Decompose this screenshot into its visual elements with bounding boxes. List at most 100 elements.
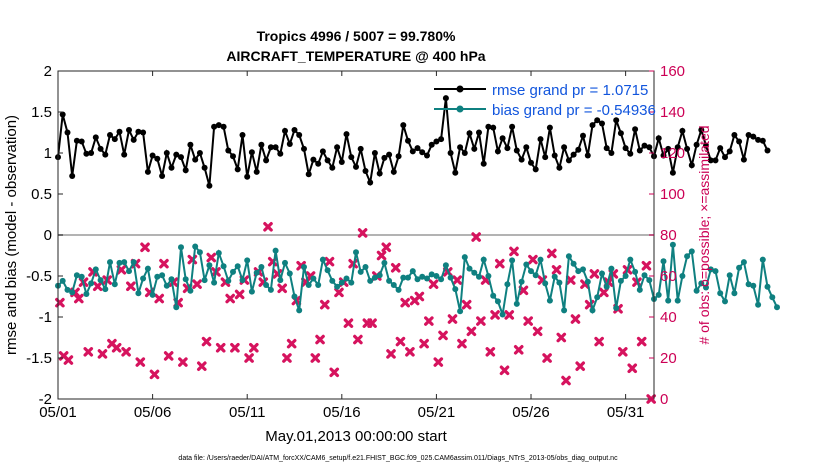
bias-point	[220, 263, 227, 270]
obs-marker	[381, 242, 392, 253]
obs-marker	[234, 289, 245, 300]
bias-point	[414, 276, 421, 283]
bias-point	[154, 273, 161, 280]
bias-point	[244, 257, 251, 264]
rmse-point	[471, 145, 478, 152]
bias-point	[665, 297, 672, 304]
bias-point	[589, 307, 596, 314]
rmse-point	[575, 146, 582, 153]
bias-point	[409, 268, 416, 275]
bias-point	[528, 268, 534, 275]
bias-point	[267, 286, 274, 293]
bias-point	[679, 273, 686, 279]
rmse-point	[561, 144, 568, 151]
rmse-point	[78, 138, 85, 145]
y-tick-label: -1	[39, 309, 52, 326]
rmse-point	[367, 179, 374, 186]
chart-title-line2: AIRCRAFT_TEMPERATURE @ 400 hPa	[226, 48, 485, 64]
rmse-point	[509, 123, 516, 130]
rmse-point	[192, 156, 199, 163]
rmse-point	[324, 157, 331, 164]
bias-point	[424, 275, 430, 282]
obs-marker	[140, 242, 150, 253]
obs-marker	[509, 246, 519, 257]
rmse-point	[220, 123, 227, 130]
rmse-point	[608, 150, 615, 156]
rmse-point	[291, 127, 298, 133]
rmse-point	[102, 151, 109, 158]
obs-marker	[324, 256, 335, 267]
bias-point	[282, 259, 288, 266]
obs-markers	[55, 222, 656, 404]
bias-point	[135, 290, 142, 297]
bias-point	[461, 254, 468, 261]
bias-point	[338, 279, 345, 286]
y-tick-label: 1	[44, 145, 52, 162]
rmse-point	[447, 150, 454, 156]
obs-marker	[126, 281, 136, 292]
right-y-axis-ticks: 0 20 40 60 80 100 120 140 160	[649, 63, 685, 408]
right-y-tick-label: 100	[660, 186, 685, 203]
rmse-point	[669, 169, 676, 176]
obs-marker	[400, 297, 410, 308]
obs-marker	[249, 342, 259, 353]
bias-point	[310, 275, 317, 282]
bias-point	[537, 256, 544, 263]
rmse-point	[494, 148, 501, 155]
rmse-point	[215, 122, 222, 129]
rmse-point	[357, 145, 364, 152]
rmse-point	[707, 157, 714, 164]
x-tick-label: 05/11	[229, 404, 265, 421]
right-y-tick-label: 80	[660, 227, 677, 244]
obs-marker	[447, 314, 458, 324]
right-y-axis-label: # of obs: o=possible; ×=assimilated	[696, 125, 712, 344]
obs-marker	[395, 336, 406, 347]
rmse-point	[201, 164, 208, 171]
obs-marker	[149, 369, 160, 380]
y-tick-label: 0.5	[31, 186, 52, 203]
rmse-point	[731, 132, 738, 138]
bias-point	[277, 277, 284, 284]
bias-point	[187, 287, 194, 294]
rmse-point	[253, 168, 260, 175]
obs-marker	[353, 334, 363, 345]
obs-marker	[617, 347, 628, 357]
obs-marker	[334, 287, 344, 298]
bias-point	[225, 277, 232, 284]
bias-point	[584, 278, 591, 285]
obs-marker	[547, 248, 557, 259]
rmse-point	[565, 157, 572, 164]
obs-marker	[367, 318, 377, 328]
rmse-point	[144, 168, 151, 175]
rmse-series	[55, 95, 771, 189]
rmse-point	[551, 152, 558, 159]
rmse-point	[409, 148, 416, 155]
bias-point	[196, 249, 203, 256]
legend: rmse grand pr = 1.0715 bias grand pr = -…	[434, 82, 656, 119]
bias-point	[182, 276, 189, 283]
bias-point	[305, 282, 312, 288]
bias-point	[442, 262, 449, 269]
rmse-point	[381, 154, 388, 161]
bias-point	[78, 273, 85, 280]
rmse-point	[476, 129, 482, 136]
rmse-point	[83, 150, 90, 157]
rmse-point	[97, 145, 104, 152]
rmse-point	[182, 167, 189, 174]
bias-point	[230, 268, 236, 275]
rmse-point	[674, 144, 681, 151]
obs-marker	[225, 293, 235, 304]
obs-marker	[329, 367, 340, 378]
bias-point	[603, 283, 610, 290]
bias-point	[632, 268, 639, 275]
rmse-point	[277, 150, 284, 157]
obs-marker	[121, 347, 131, 357]
rmse-point	[546, 124, 553, 131]
rmse-point	[282, 127, 288, 134]
rmse-point	[107, 132, 113, 138]
bias-point	[353, 249, 359, 256]
bias-point	[646, 277, 653, 284]
obs-marker	[159, 258, 169, 269]
bias-point	[476, 273, 482, 280]
y-axis-ticks: -2 -1.5 -1 -0.5 0 0.5 1 1.5 2	[26, 63, 63, 408]
